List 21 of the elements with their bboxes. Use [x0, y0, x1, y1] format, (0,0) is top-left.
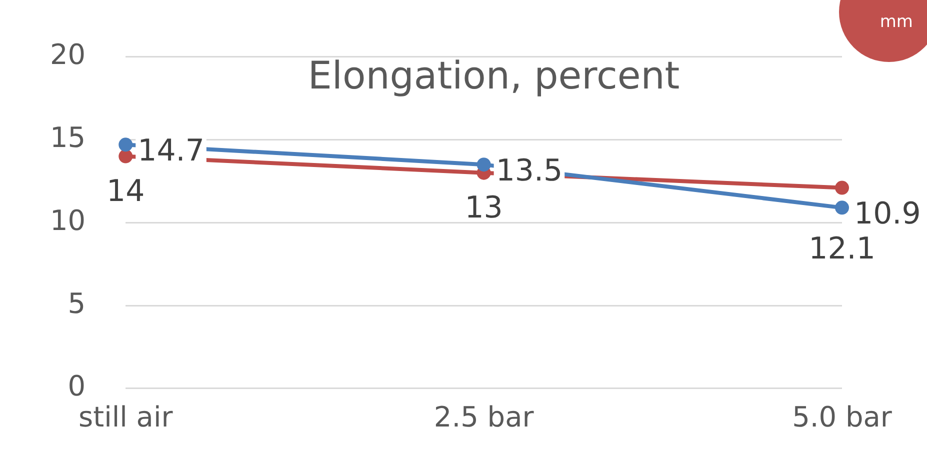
y-tick-label: 15 [50, 120, 86, 154]
x-tick-label: still air [78, 400, 174, 434]
point [118, 138, 133, 152]
y-tick-label: 5 [68, 286, 86, 320]
text: mm [880, 12, 913, 32]
point [118, 149, 133, 164]
data-label: 12.1 [808, 232, 876, 267]
point [476, 158, 491, 172]
point [835, 200, 849, 215]
data-label: 13 [464, 190, 503, 226]
y-tick-label: 20 [50, 38, 86, 72]
y-tick-label: 10 [50, 204, 86, 237]
data-label: 14 [106, 174, 145, 210]
data-label: 13.5 [496, 153, 563, 188]
x-tick-label: 2.5 bar [434, 400, 534, 434]
point [835, 180, 849, 195]
y-tick-label: 0 [68, 370, 86, 403]
data-label: 14.7 [138, 133, 204, 168]
x-tick-label: 5.0 bar [792, 400, 892, 434]
chart-title: Elongation, percent [308, 54, 680, 98]
data-label: 10.9 [854, 196, 921, 232]
